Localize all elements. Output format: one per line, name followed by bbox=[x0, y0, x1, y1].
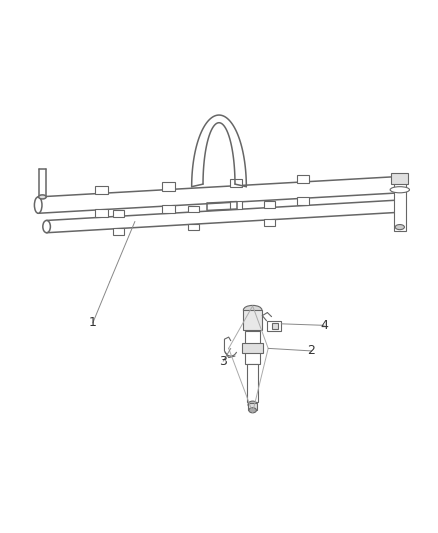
Text: 4: 4 bbox=[320, 319, 328, 332]
Ellipse shape bbox=[35, 197, 42, 213]
Ellipse shape bbox=[396, 176, 403, 193]
Bar bbox=[230, 179, 242, 187]
Bar bbox=[162, 205, 175, 213]
Bar bbox=[392, 173, 408, 184]
Bar bbox=[113, 228, 124, 235]
Bar bbox=[297, 197, 309, 205]
Ellipse shape bbox=[249, 408, 256, 413]
Bar bbox=[244, 310, 262, 330]
Bar bbox=[188, 206, 199, 213]
Bar bbox=[247, 364, 258, 402]
Bar bbox=[394, 182, 406, 231]
Bar bbox=[242, 343, 263, 353]
Bar bbox=[272, 323, 278, 329]
Text: 3: 3 bbox=[219, 354, 227, 368]
Ellipse shape bbox=[390, 187, 410, 193]
Bar bbox=[245, 332, 260, 364]
Ellipse shape bbox=[244, 305, 262, 314]
Bar bbox=[95, 209, 108, 217]
Text: 2: 2 bbox=[307, 344, 315, 358]
Bar bbox=[248, 403, 257, 410]
Bar bbox=[113, 210, 124, 217]
Bar bbox=[95, 186, 108, 195]
Ellipse shape bbox=[396, 200, 403, 212]
Bar bbox=[297, 175, 309, 183]
Bar bbox=[264, 201, 275, 208]
Bar bbox=[266, 321, 281, 331]
Ellipse shape bbox=[43, 221, 50, 233]
Ellipse shape bbox=[395, 224, 404, 230]
Bar bbox=[230, 201, 242, 209]
Bar bbox=[188, 224, 199, 230]
Bar bbox=[162, 182, 175, 191]
Ellipse shape bbox=[248, 401, 257, 408]
Bar bbox=[264, 219, 275, 226]
Ellipse shape bbox=[39, 195, 46, 199]
Text: 1: 1 bbox=[89, 316, 97, 329]
